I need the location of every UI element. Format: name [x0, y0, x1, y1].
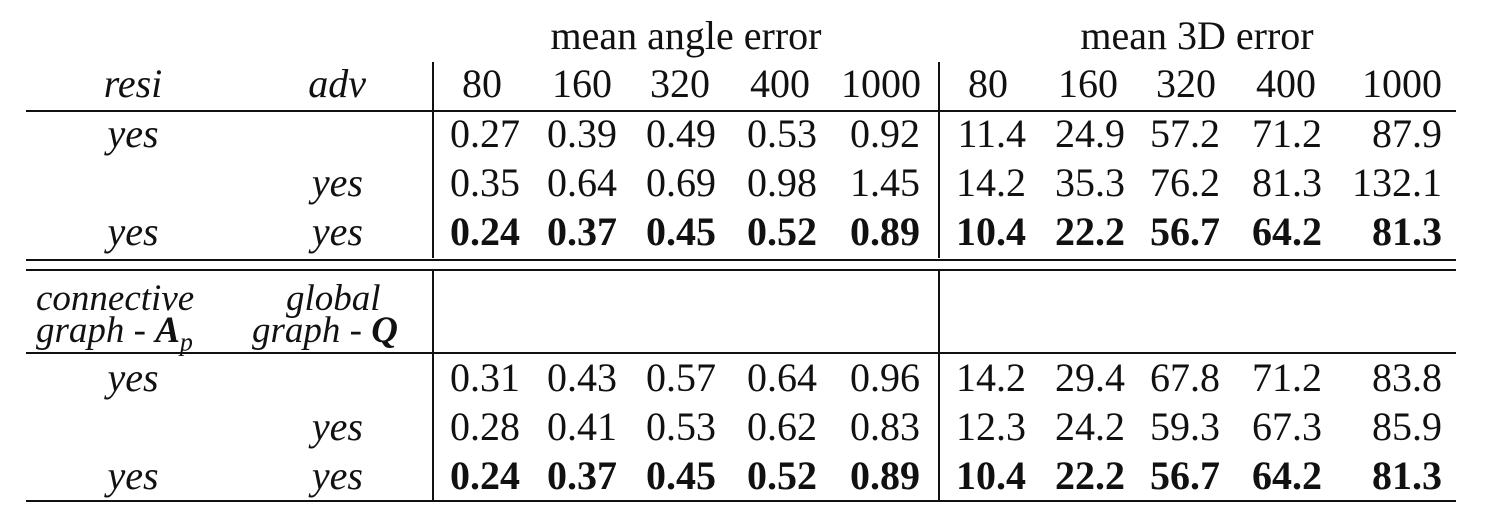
- section1-row2-c1: yes: [107, 209, 159, 254]
- section2-row1-3d-1: 24.2: [1055, 404, 1125, 449]
- section1-row1-3d-0: 14.2: [956, 160, 1026, 205]
- rule-double-top: [26, 259, 1456, 261]
- section2-row1-angle-1: 0.41: [547, 404, 617, 449]
- header-angle-320: 320: [650, 61, 710, 106]
- section2-row0-3d-0: 14.2: [956, 355, 1026, 400]
- section2-row2-angle-2: 0.45: [646, 453, 716, 498]
- rule-bottom: [26, 500, 1456, 502]
- section1-row1-angle-1: 0.64: [547, 160, 617, 205]
- header-connective-line2: graph - Ap: [36, 310, 193, 357]
- section1-row1-angle-4: 1.45: [850, 160, 920, 205]
- section1-row1-3d-2: 76.2: [1150, 160, 1220, 205]
- header-angle-400: 400: [750, 61, 810, 106]
- section2-row2-c2: yes: [311, 453, 363, 498]
- section1-row1-angle-3: 0.98: [747, 160, 817, 205]
- section1-row0-3d-1: 24.9: [1055, 111, 1125, 156]
- group-label-mean-angle-error: mean angle error: [550, 13, 822, 58]
- section1-row1-3d-1: 35.3: [1055, 160, 1125, 205]
- section1-row0-angle-3: 0.53: [747, 111, 817, 156]
- group-label-mean-3d-error: mean 3D error: [1080, 13, 1314, 58]
- vrule-mid-bottom: [938, 270, 940, 501]
- section2-row1-angle-2: 0.53: [646, 404, 716, 449]
- header-3d-160: 160: [1058, 61, 1118, 106]
- section2-row1-3d-0: 12.3: [956, 404, 1026, 449]
- header-3d-80: 80: [968, 61, 1008, 106]
- header-connective-line1: connective: [36, 278, 195, 319]
- section2-row1-3d-4: 85.9: [1372, 404, 1442, 449]
- section2-row1-angle-0: 0.28: [450, 404, 520, 449]
- vrule-mid-top: [938, 62, 940, 258]
- section2-row2-angle-0: 0.24: [450, 453, 520, 498]
- section2-row0-3d-2: 67.8: [1150, 355, 1220, 400]
- section1-row2-3d-0: 10.4: [956, 209, 1026, 254]
- rule-below-header: [26, 110, 1456, 112]
- section1-row0-3d-4: 87.9: [1372, 111, 1442, 156]
- section1-row1-c2: yes: [311, 160, 363, 205]
- section1-row2-c2: yes: [311, 209, 363, 254]
- section2-row0-angle-0: 0.31: [450, 355, 520, 400]
- section2-row0-3d-1: 29.4: [1055, 355, 1125, 400]
- header-global-line1: global: [286, 278, 381, 319]
- section1-row2-3d-1: 22.2: [1055, 209, 1125, 254]
- section2-row1-3d-2: 59.3: [1150, 404, 1220, 449]
- section2-row0-angle-3: 0.64: [747, 355, 817, 400]
- section1-row2-angle-4: 0.89: [850, 209, 920, 254]
- section2-row0-angle-4: 0.96: [850, 355, 920, 400]
- section1-row0-angle-4: 0.92: [850, 111, 920, 156]
- section2-row0-angle-2: 0.57: [646, 355, 716, 400]
- section1-row0-3d-3: 71.2: [1252, 111, 1322, 156]
- section2-row2-angle-4: 0.89: [850, 453, 920, 498]
- section1-row2-angle-3: 0.52: [747, 209, 817, 254]
- header-3d-320: 320: [1156, 61, 1216, 106]
- section1-row0-angle-0: 0.27: [450, 111, 520, 156]
- section1-row2-3d-2: 56.7: [1150, 209, 1220, 254]
- section2-row0-angle-1: 0.43: [547, 355, 617, 400]
- section1-row0-angle-2: 0.49: [646, 111, 716, 156]
- section1-row0-angle-1: 0.39: [547, 111, 617, 156]
- section2-row2-angle-3: 0.52: [747, 453, 817, 498]
- section2-row2-3d-4: 81.3: [1372, 453, 1442, 498]
- section1-row0-3d-2: 57.2: [1150, 111, 1220, 156]
- section2-row0-3d-3: 71.2: [1252, 355, 1322, 400]
- header-resi: resi: [103, 61, 163, 106]
- header-angle-80: 80: [462, 61, 502, 106]
- header-3d-1000: 1000: [1362, 61, 1442, 106]
- section2-row1-c2: yes: [311, 404, 363, 449]
- section2-row2-c1: yes: [107, 453, 159, 498]
- section2-row2-3d-3: 64.2: [1252, 453, 1322, 498]
- section2-row2-angle-1: 0.37: [547, 453, 617, 498]
- section2-row0-c1: yes: [107, 355, 159, 400]
- header-3d-400: 400: [1256, 61, 1316, 106]
- section1-row1-3d-4: 132.1: [1352, 160, 1442, 205]
- section2-row1-angle-3: 0.62: [747, 404, 817, 449]
- section1-row2-3d-4: 81.3: [1372, 209, 1442, 254]
- section2-row0-3d-4: 83.8: [1372, 355, 1442, 400]
- section2-row1-angle-4: 0.83: [850, 404, 920, 449]
- section2-row2-3d-0: 10.4: [956, 453, 1026, 498]
- section1-row1-3d-3: 81.3: [1252, 160, 1322, 205]
- rule-below-section2-header: [26, 352, 1456, 354]
- vrule-left-bottom: [432, 270, 434, 501]
- section2-row2-3d-1: 22.2: [1055, 453, 1125, 498]
- section1-row2-angle-2: 0.45: [646, 209, 716, 254]
- vrule-left-top: [432, 62, 434, 258]
- section1-row1-angle-2: 0.69: [646, 160, 716, 205]
- section1-row2-angle-0: 0.24: [450, 209, 520, 254]
- section1-row0-c1: yes: [107, 111, 159, 156]
- header-adv: adv: [308, 61, 366, 106]
- section2-row1-3d-3: 67.3: [1252, 404, 1322, 449]
- section2-row2-3d-2: 56.7: [1150, 453, 1220, 498]
- header-angle-160: 160: [552, 61, 612, 106]
- rule-double-bottom: [26, 269, 1456, 271]
- section1-row0-3d-0: 11.4: [957, 111, 1026, 156]
- header-global-line2: graph - Q: [252, 310, 398, 351]
- section1-row2-angle-1: 0.37: [547, 209, 617, 254]
- section1-row1-angle-0: 0.35: [450, 160, 520, 205]
- section1-row2-3d-3: 64.2: [1252, 209, 1322, 254]
- header-angle-1000: 1000: [841, 61, 921, 106]
